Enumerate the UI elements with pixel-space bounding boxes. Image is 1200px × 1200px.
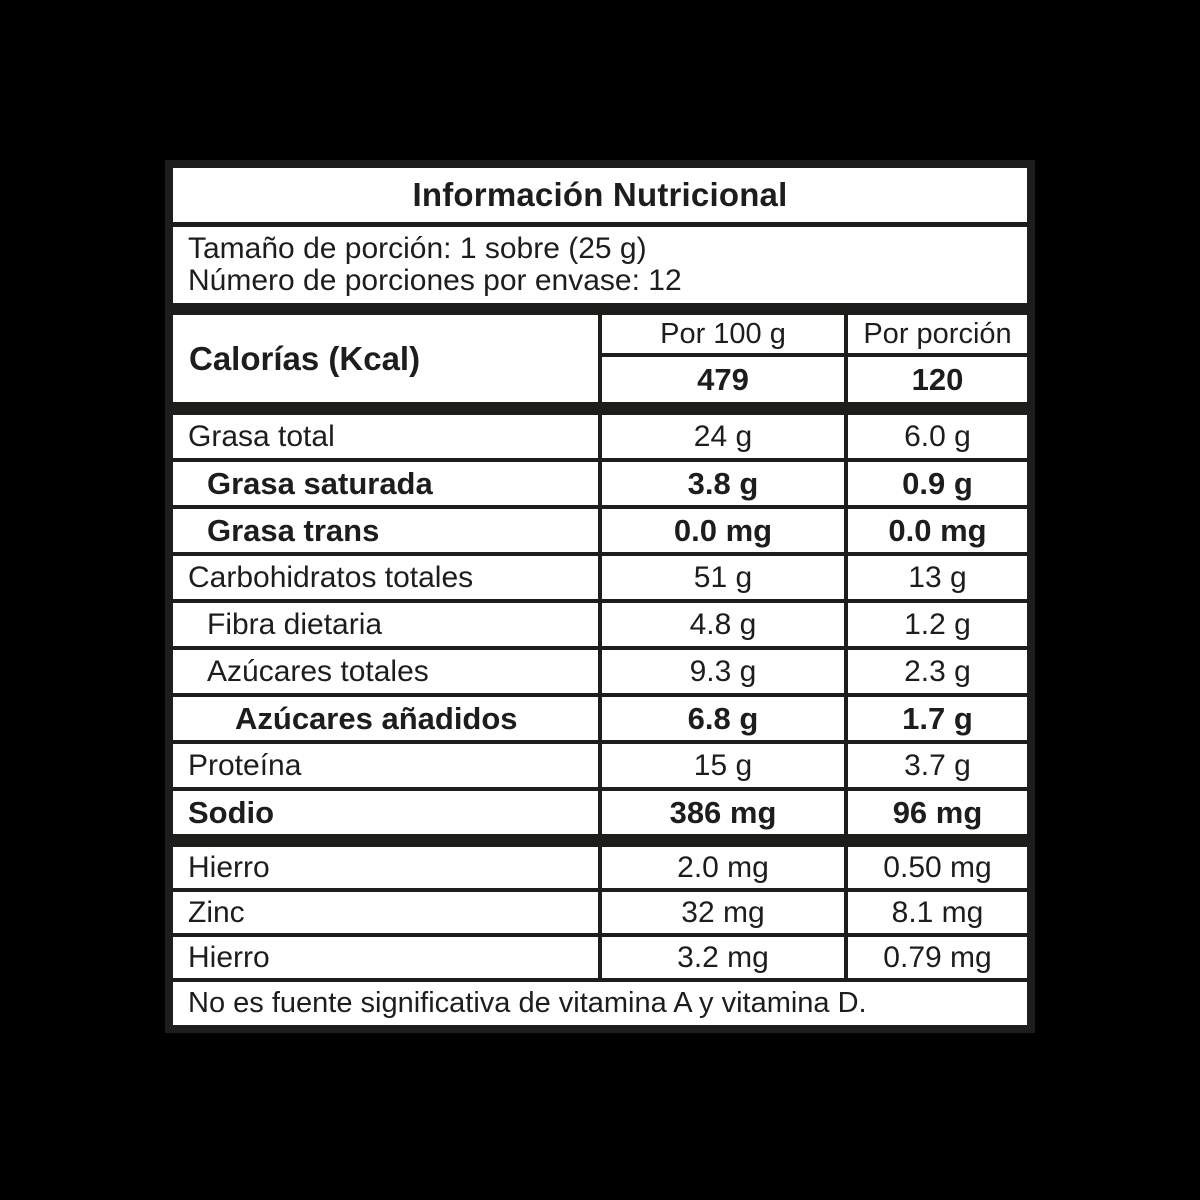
nutrient-value-per-portion: 13 g <box>848 556 1027 599</box>
nutrient-label: Proteína <box>173 744 598 787</box>
nutrient-label: Sodio <box>173 791 598 834</box>
nutrient-value-per-portion: 2.3 g <box>848 650 1027 693</box>
nutrient-label: Grasa saturada <box>173 462 598 505</box>
nutrient-value-per-portion: 0.9 g <box>848 462 1027 505</box>
servings-per-container-line: Número de porciones por envase: 12 <box>188 264 682 297</box>
nutrient-value-per-100g: 4.8 g <box>602 603 844 646</box>
column-header-per-100g: Por 100 g <box>602 315 844 353</box>
panel-title: Información Nutricional <box>173 168 1027 222</box>
nutrient-label: Grasa total <box>173 415 598 458</box>
nutrient-value-per-portion: 3.7 g <box>848 744 1027 787</box>
nutrient-value-per-100g: 386 mg <box>602 791 844 834</box>
vitamin-footnote: No es fuente significativa de vitamina A… <box>173 982 1027 1025</box>
calories-value-per-100g: 479 <box>602 357 844 402</box>
minerals-section: Hierro 2.0 mg 0.50 mg Zinc 32 mg 8.1 mg … <box>173 847 1027 1025</box>
nutrient-value-per-100g: 9.3 g <box>602 650 844 693</box>
serving-size-line: Tamaño de porción: 1 sobre (25 g) <box>188 232 647 265</box>
nutrient-label: Azúcares totales <box>173 650 598 693</box>
nutrients-section: Grasa total 24 g 6.0 g Grasa saturada 3.… <box>173 415 1027 834</box>
nutrient-value-per-portion: 0.0 mg <box>848 509 1027 552</box>
calories-value-per-portion: 120 <box>848 357 1027 402</box>
mineral-label: Hierro <box>173 937 598 978</box>
nutrient-value-per-100g: 0.0 mg <box>602 509 844 552</box>
nutrient-label: Grasa trans <box>173 509 598 552</box>
nutrient-label: Carbohidratos totales <box>173 556 598 599</box>
serving-info: Tamaño de porción: 1 sobre (25 g) Número… <box>173 227 1027 303</box>
mineral-value-per-100g: 3.2 mg <box>602 937 844 978</box>
nutrient-value-per-100g: 3.8 g <box>602 462 844 505</box>
calories-label: Calorías (Kcal) <box>173 315 598 402</box>
nutrient-value-per-100g: 24 g <box>602 415 844 458</box>
mineral-value-per-100g: 2.0 mg <box>602 847 844 888</box>
nutrient-value-per-portion: 96 mg <box>848 791 1027 834</box>
nutrient-value-per-portion: 1.7 g <box>848 697 1027 740</box>
mineral-label: Hierro <box>173 847 598 888</box>
mineral-label: Zinc <box>173 892 598 933</box>
column-header-per-portion: Por porción <box>848 315 1027 353</box>
nutrient-label: Azúcares añadidos <box>173 697 598 740</box>
nutrient-value-per-100g: 51 g <box>602 556 844 599</box>
nutrient-label: Fibra dietaria <box>173 603 598 646</box>
nutrient-value-per-100g: 15 g <box>602 744 844 787</box>
mineral-value-per-portion: 0.79 mg <box>848 937 1027 978</box>
nutrient-value-per-portion: 6.0 g <box>848 415 1027 458</box>
calories-section: Calorías (Kcal) Por 100 g Por porción 47… <box>173 315 1027 402</box>
nutrition-facts-panel: Información Nutricional Tamaño de porció… <box>165 160 1035 1033</box>
mineral-value-per-portion: 0.50 mg <box>848 847 1027 888</box>
nutrient-value-per-portion: 1.2 g <box>848 603 1027 646</box>
mineral-value-per-portion: 8.1 mg <box>848 892 1027 933</box>
mineral-value-per-100g: 32 mg <box>602 892 844 933</box>
nutrient-value-per-100g: 6.8 g <box>602 697 844 740</box>
